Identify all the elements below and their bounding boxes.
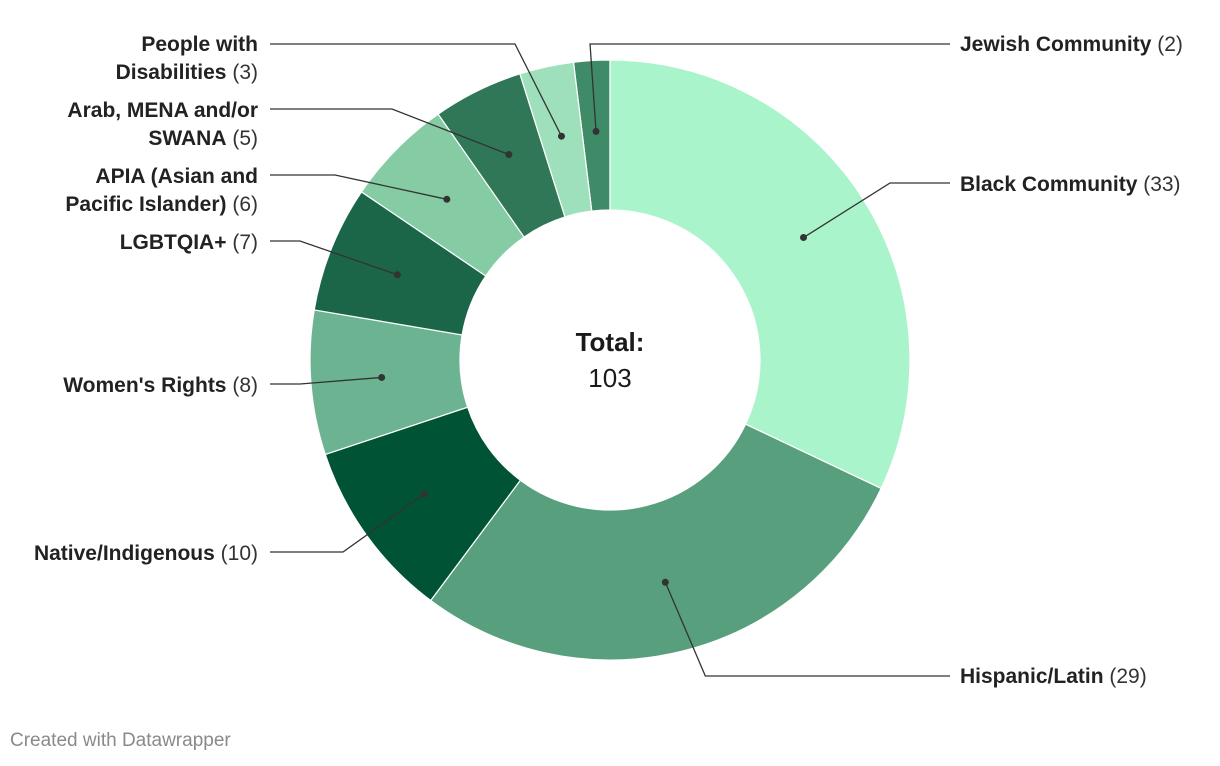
- leader-line-lgbtqia: [270, 240, 398, 276]
- slice-label-group: Jewish Community (2) Black Community (33)…: [34, 33, 1183, 688]
- leader-line-jewish-community: [589, 43, 950, 132]
- leader-dot-lgbtqia: [393, 271, 401, 279]
- slice-label-black-community: Black Community (33): [960, 173, 1181, 196]
- credit-text: Created with Datawrapper: [10, 730, 231, 751]
- slice-label-jewish-community: Jewish Community (2): [960, 33, 1183, 56]
- slice-label-arab-mena-and-or-swana: Arab, MENA and/or SWANA (5): [67, 99, 258, 150]
- leader-dot-apia-asian-and-pacific-islander: [443, 195, 451, 203]
- leader-line-hispanic-latin: [664, 581, 950, 677]
- slice-label-apia-asian-and-pacific-islander: APIA (Asian and Pacific Islander) (6): [65, 165, 258, 216]
- leader-dot-hispanic-latin: [661, 578, 669, 586]
- leader-line-apia-asian-and-pacific-islander: [270, 174, 447, 200]
- slice-black-community[interactable]: [609, 59, 911, 490]
- leader-line-women-s-rights: [270, 376, 382, 385]
- leader-dot-arab-mena-and-or-swana: [505, 151, 513, 159]
- leader-dot-women-s-rights: [378, 373, 386, 381]
- leader-line-black-community: [803, 182, 950, 239]
- slice-label-women-s-rights: Women's Rights (8): [63, 374, 258, 397]
- leader-line-arab-mena-and-or-swana: [270, 108, 510, 156]
- slice-group: [309, 59, 911, 661]
- slice-label-people-with-disabilities: People with Disabilities (3): [116, 33, 258, 84]
- leader-dot-black-community: [800, 234, 808, 242]
- slice-label-hispanic-latin: Hispanic/Latin (29): [960, 665, 1147, 688]
- leader-dot-native-indigenous: [420, 490, 428, 498]
- slice-hispanic-latin[interactable]: [429, 423, 882, 661]
- center-total-label: Total:: [576, 327, 645, 357]
- center-total-value: 103: [588, 363, 631, 393]
- leader-line-group: [270, 43, 950, 677]
- leader-line-native-indigenous: [270, 493, 425, 553]
- leader-line-people-with-disabilities: [270, 43, 563, 137]
- slice-label-lgbtqia: LGBTQIA+ (7): [120, 231, 258, 254]
- leader-dot-people-with-disabilities: [557, 132, 565, 140]
- slice-label-native-indigenous: Native/Indigenous (10): [34, 542, 258, 565]
- slice-people-with-disabilities[interactable]: [519, 61, 593, 218]
- leader-dot-jewish-community: [592, 127, 600, 135]
